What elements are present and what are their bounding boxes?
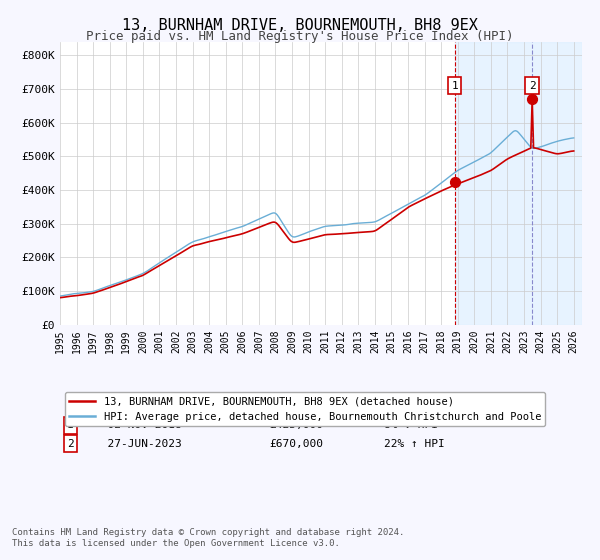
Text: Contains HM Land Registry data © Crown copyright and database right 2024.
This d: Contains HM Land Registry data © Crown c… <box>12 528 404 548</box>
Legend: 13, BURNHAM DRIVE, BOURNEMOUTH, BH8 9EX (detached house), HPI: Average price, de: 13, BURNHAM DRIVE, BOURNEMOUTH, BH8 9EX … <box>65 392 545 426</box>
Text: Price paid vs. HM Land Registry's House Price Index (HPI): Price paid vs. HM Land Registry's House … <box>86 30 514 43</box>
Text: 13, BURNHAM DRIVE, BOURNEMOUTH, BH8 9EX: 13, BURNHAM DRIVE, BOURNEMOUTH, BH8 9EX <box>122 18 478 33</box>
Text: 22% ↑ HPI: 22% ↑ HPI <box>383 438 445 449</box>
Text: 02-NOV-2018: 02-NOV-2018 <box>94 420 182 430</box>
Text: 2: 2 <box>67 438 74 449</box>
Point <box>527 95 537 104</box>
Text: 27-JUN-2023: 27-JUN-2023 <box>94 438 182 449</box>
Point <box>450 177 460 186</box>
Text: 2: 2 <box>529 81 536 91</box>
Text: 1: 1 <box>451 81 458 91</box>
Text: 1: 1 <box>67 420 74 430</box>
Text: £670,000: £670,000 <box>269 438 323 449</box>
Bar <box>455 42 582 325</box>
Text: £425,000: £425,000 <box>269 420 323 430</box>
Text: 8% ↓ HPI: 8% ↓ HPI <box>383 420 437 430</box>
